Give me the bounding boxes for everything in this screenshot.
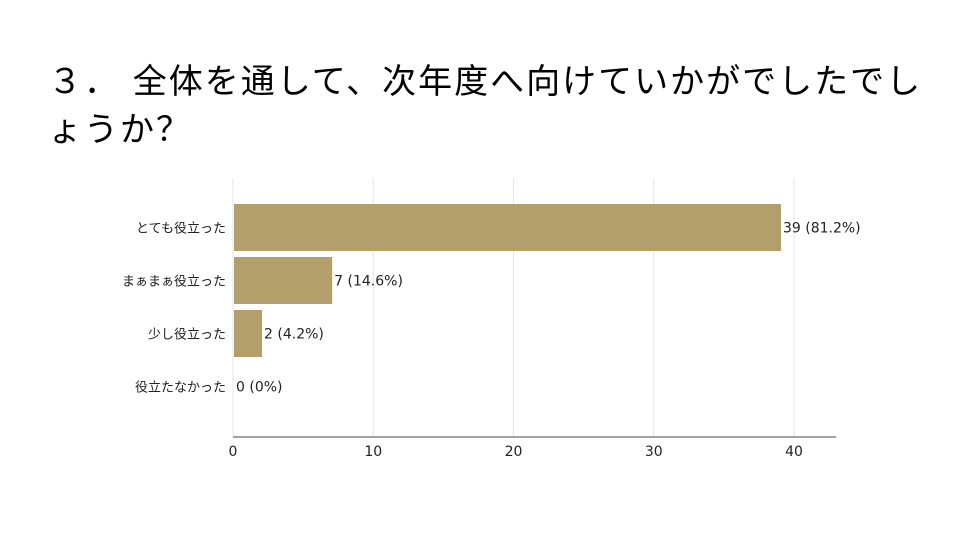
category-label: とても役立った bbox=[136, 222, 226, 237]
data-label: 0 (0%) bbox=[236, 380, 283, 396]
x-tick-label: 20 bbox=[505, 444, 523, 460]
x-tick-label: 30 bbox=[645, 444, 663, 460]
bar bbox=[234, 310, 263, 357]
x-tick-label: 40 bbox=[785, 444, 803, 460]
category-label: まぁまぁ役立った bbox=[122, 275, 226, 290]
bar bbox=[234, 257, 333, 304]
data-label: 7 (14.6%) bbox=[334, 274, 403, 290]
x-tick-label: 10 bbox=[364, 444, 382, 460]
category-label: 役立たなかった bbox=[135, 381, 226, 396]
chart-title: ３． 全体を通して、次年度へ向けていかがでしたでしょうか？ bbox=[48, 62, 923, 150]
data-label: 39 (81.2%) bbox=[783, 221, 861, 237]
data-label: 2 (4.2%) bbox=[264, 327, 324, 343]
category-label: 少し役立った bbox=[148, 328, 226, 343]
x-tick-label: 0 bbox=[229, 444, 238, 460]
bar bbox=[234, 204, 781, 251]
